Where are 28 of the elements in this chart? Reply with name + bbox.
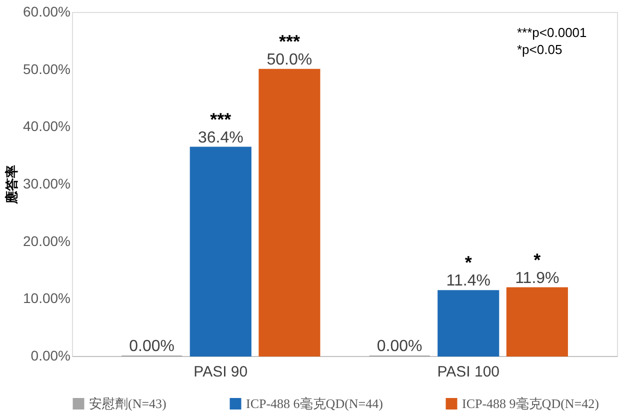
- data-label: 0.00%: [376, 338, 422, 355]
- bar: [438, 290, 500, 356]
- data-label: 36.4%: [198, 129, 244, 146]
- data-label: 0.00%: [129, 338, 175, 355]
- y-tick-label: 10.00%: [23, 290, 70, 306]
- data-label: 11.9%: [515, 270, 560, 287]
- legend-label: ICP-488 6毫克QD(N=44): [246, 396, 383, 411]
- bar: [506, 287, 568, 356]
- x-tick-label: PASI 100: [437, 364, 500, 380]
- y-tick-label: 60.00%: [23, 4, 70, 20]
- y-axis-title: 應答率: [4, 165, 20, 205]
- bar: [190, 146, 252, 356]
- annotation: *: [534, 250, 541, 270]
- x-tick-label: PASI 90: [194, 364, 248, 380]
- annotation: *: [464, 252, 472, 273]
- y-tick-label: 30.00%: [23, 176, 70, 192]
- annotation: ***: [278, 31, 300, 52]
- y-tick-label: 0.00%: [30, 348, 70, 364]
- legend-label: ICP-488 9毫克QD(N=42): [462, 396, 599, 411]
- annotation: ***p<0.0001 *p<0.05: [517, 25, 587, 57]
- y-tick-label: 20.00%: [23, 232, 70, 249]
- legend-label: 安慰劑(N=43): [89, 396, 166, 411]
- y-tick-label: 40.00%: [23, 118, 70, 134]
- annotation: ***: [210, 109, 232, 130]
- y-tick-label: 50.00%: [23, 60, 70, 77]
- data-label: 50.0%: [266, 51, 312, 68]
- data-label: 11.4%: [446, 272, 490, 290]
- bar: [258, 68, 320, 356]
